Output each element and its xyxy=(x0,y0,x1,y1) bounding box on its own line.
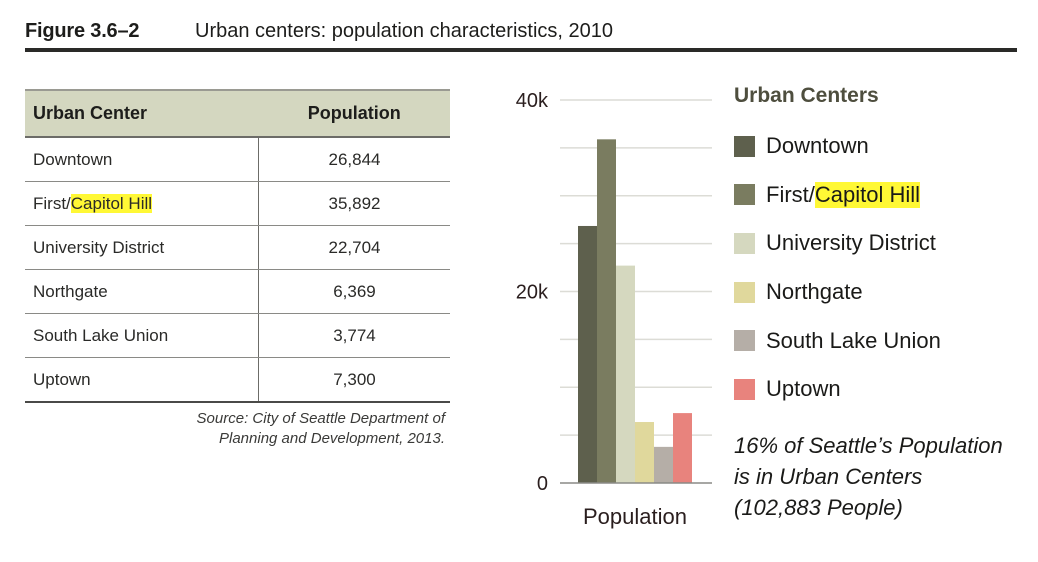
table-row: Downtown 26,844 xyxy=(25,137,450,182)
legend-label: Uptown xyxy=(766,376,841,402)
urban-center-name: Downtown xyxy=(33,149,113,169)
population-cell: 35,892 xyxy=(258,181,450,226)
y-tick-label: 40k xyxy=(516,90,549,112)
header-population: Population xyxy=(258,89,450,138)
legend-title: Urban Centers xyxy=(734,84,879,107)
urban-center-name: Northgate xyxy=(33,281,108,301)
urban-center-name: South Lake Union xyxy=(33,325,169,345)
table-row: University District 22,704 xyxy=(25,225,450,270)
annotation-line: is in Urban Centers xyxy=(734,464,923,489)
bar-universitydistrict xyxy=(616,265,635,483)
urban-center-name: First/ xyxy=(33,193,71,213)
summary-annotation: 16% of Seattle’s Population is in Urban … xyxy=(734,430,1003,523)
x-axis-label: Population xyxy=(583,504,687,529)
legend-label: First/ xyxy=(766,181,815,207)
annotation-line: 16% of Seattle’s Population xyxy=(734,433,1003,458)
population-table: Urban Center Population Downtown 26,844 Fi… xyxy=(25,89,450,403)
urban-center-cell: Northgate xyxy=(25,269,259,314)
legend-item: Downtown xyxy=(734,122,941,171)
urban-center-cell: University District xyxy=(25,225,259,270)
source-note: Source: City of Seattle Department of Pl… xyxy=(196,410,445,447)
bar-southlakeunion xyxy=(654,446,673,483)
legend-swatch xyxy=(734,281,755,303)
annotation-line: (102,883 People) xyxy=(734,495,903,520)
table-row: Uptown 7,300 xyxy=(25,357,450,403)
table-row: Northgate 6,369 xyxy=(25,269,450,314)
bar-downtown xyxy=(578,225,597,484)
table-row: First/Capitol Hill 35,892 xyxy=(25,181,450,226)
figure-title: Urban centers: population characteristic… xyxy=(195,20,614,42)
legend-item: Uptown xyxy=(734,365,941,414)
legend-swatch xyxy=(734,184,755,206)
legend-swatch xyxy=(734,330,755,352)
figure-header: Figure 3.6–2 Urban centers: population c… xyxy=(25,18,1017,52)
urban-center-name: University District xyxy=(33,237,165,257)
table-header-row: Urban Center Population xyxy=(25,89,450,138)
population-cell: 22,704 xyxy=(258,225,450,270)
bar-uptown xyxy=(673,413,692,483)
legend: Urban Centers Downtown First/Capitol Hill… xyxy=(734,84,941,414)
urban-center-cell: Uptown xyxy=(25,357,259,403)
bar-firstcapitolhill xyxy=(597,139,616,483)
header-urban-center: Urban Center xyxy=(25,89,259,138)
table-row: South Lake Union 3,774 xyxy=(25,313,450,358)
urban-center-name: Uptown xyxy=(33,369,91,389)
highlighted-text: Capitol Hill xyxy=(814,181,921,208)
urban-center-cell: First/Capitol Hill xyxy=(25,181,259,226)
legend-label: South Lake Union xyxy=(766,327,941,353)
population-cell: 26,844 xyxy=(258,137,450,182)
legend-item: Northgate xyxy=(734,268,941,317)
legend-item: First/Capitol Hill xyxy=(734,171,941,220)
figure-number: Figure 3.6–2 xyxy=(25,20,140,42)
urban-center-cell: South Lake Union xyxy=(25,313,259,358)
legend-swatch xyxy=(734,378,755,400)
legend-swatch xyxy=(734,135,755,157)
urban-center-cell: Downtown xyxy=(25,137,259,182)
population-cell: 6,369 xyxy=(258,269,450,314)
population-cell: 3,774 xyxy=(258,313,450,358)
population-cell: 7,300 xyxy=(258,357,450,403)
legend-swatch xyxy=(734,232,755,254)
bar-northgate xyxy=(635,422,654,483)
legend-label: University District xyxy=(766,230,936,256)
legend-label: Downtown xyxy=(766,133,869,159)
y-tick-label: 20k xyxy=(516,282,549,304)
legend-item: University District xyxy=(734,219,941,268)
legend-label: Northgate xyxy=(766,279,863,305)
highlighted-text: Capitol Hill xyxy=(70,193,153,213)
y-tick-label: 0 xyxy=(537,473,548,495)
legend-item: South Lake Union xyxy=(734,316,941,365)
